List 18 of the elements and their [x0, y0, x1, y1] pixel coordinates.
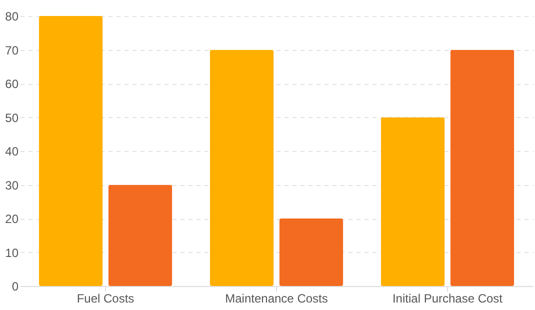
- x-tick-label: Initial Purchase Cost: [392, 292, 504, 306]
- y-tick-label: 80: [5, 10, 19, 24]
- y-tick-label: 70: [5, 43, 19, 58]
- y-tick-label: 50: [5, 110, 19, 125]
- bar: [380, 117, 445, 286]
- x-tick-label: Maintenance Costs: [225, 292, 328, 306]
- y-tick-label: 30: [5, 178, 19, 192]
- bar: [108, 184, 172, 286]
- y-tick-label: 40: [5, 144, 19, 158]
- bar: [38, 16, 103, 286]
- bar: [210, 50, 274, 286]
- x-tick-label: Fuel Costs: [76, 292, 134, 306]
- y-tick-label: 60: [5, 77, 19, 91]
- y-tick-label: 0: [12, 280, 19, 294]
- y-tick-label: 10: [5, 246, 19, 260]
- bar: [450, 50, 514, 286]
- bar: [279, 218, 344, 286]
- y-tick-label: 20: [5, 212, 19, 226]
